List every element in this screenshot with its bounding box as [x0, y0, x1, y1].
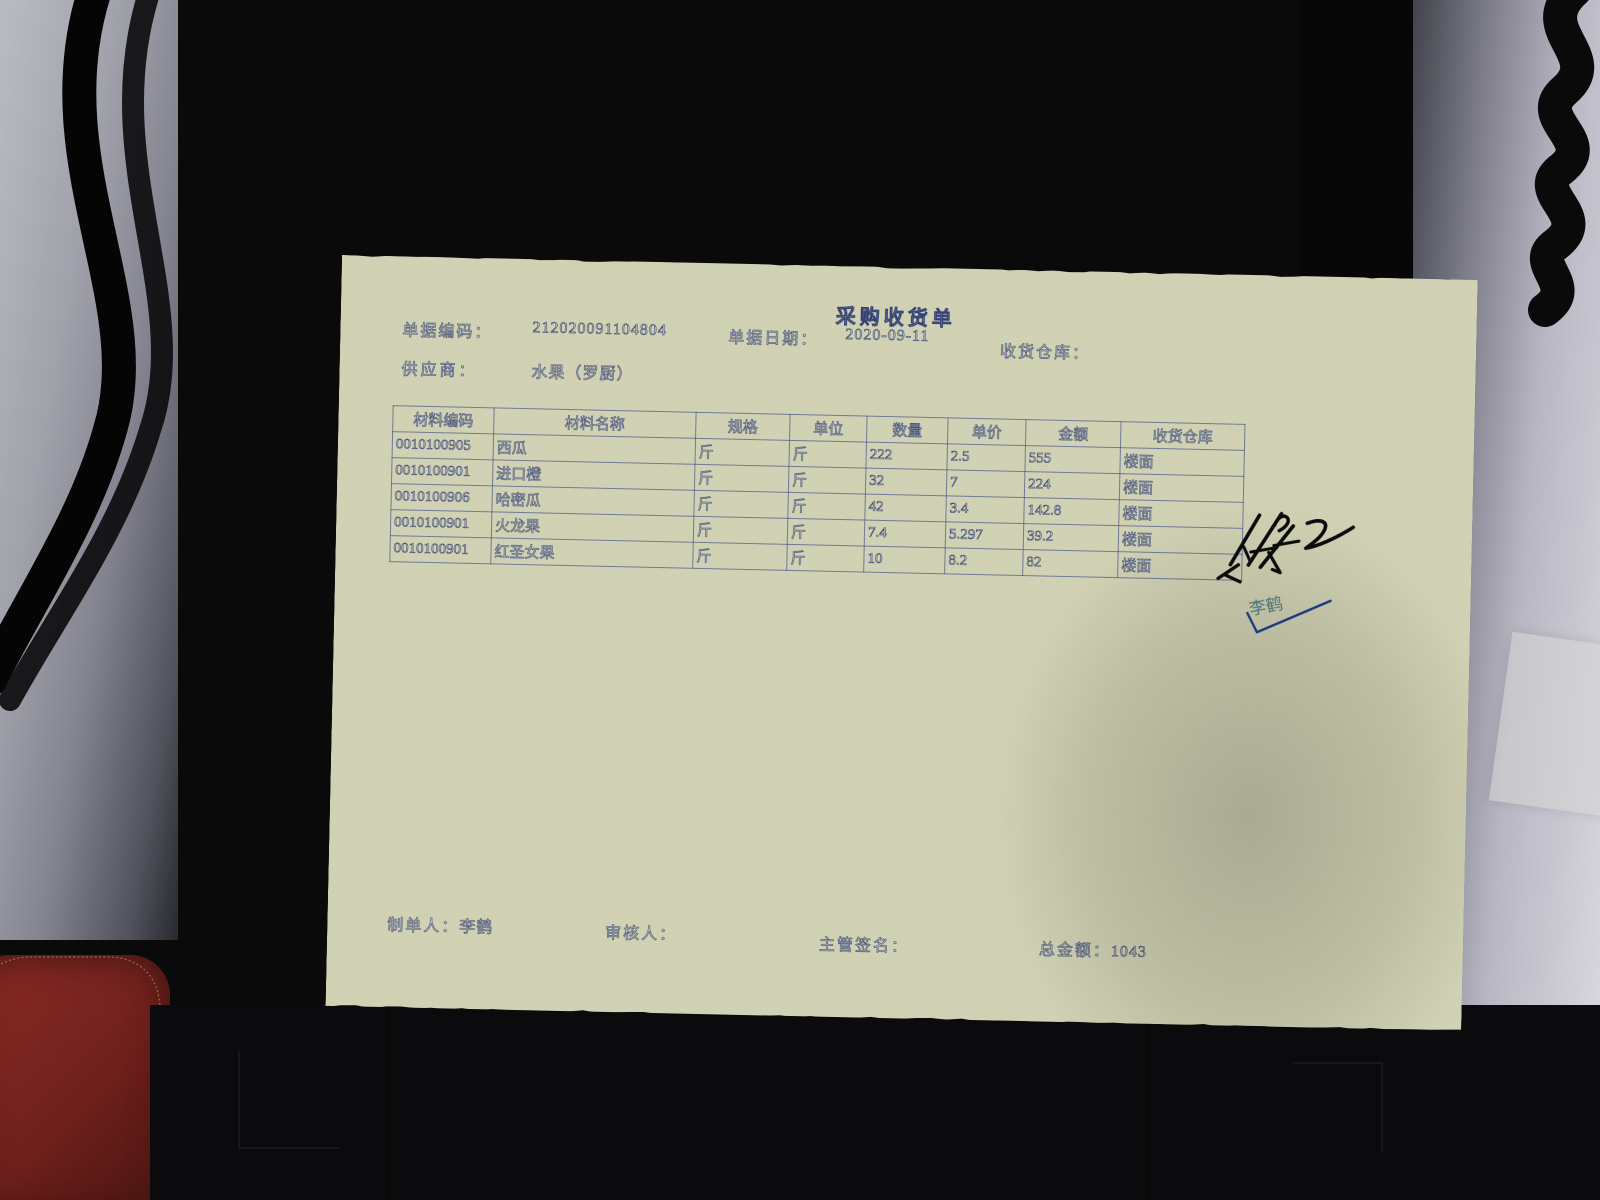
svg-text:李鹤: 李鹤 [1248, 594, 1285, 619]
